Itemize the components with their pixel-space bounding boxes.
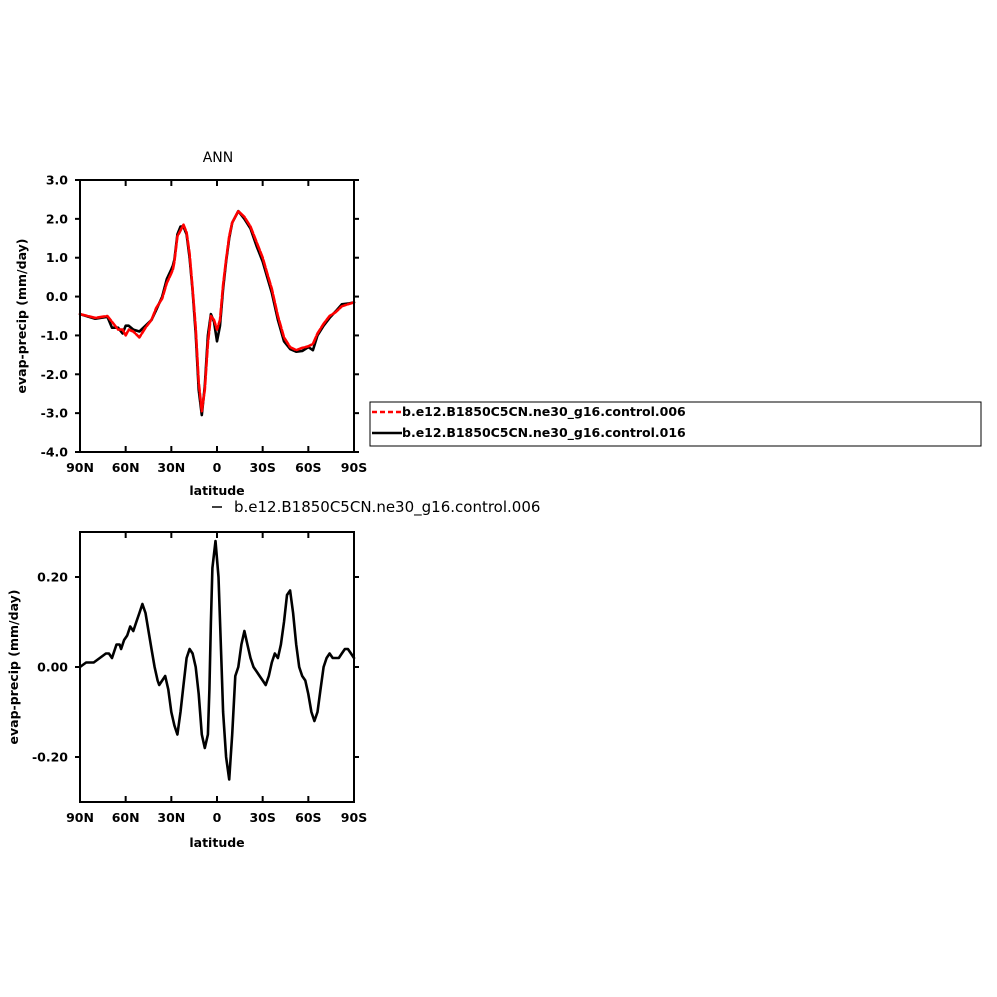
- bottom-xtick-label: 60N: [112, 810, 140, 825]
- top-x-ticks: 90N 60N 30N 0 30S 60S 90S: [66, 180, 367, 475]
- top-xtick-label: 90N: [66, 460, 94, 475]
- top-y-ticks: -4.0 -3.0 -2.0 -1.0 0.0 1.0 2.0 3.0: [41, 173, 359, 460]
- bottom-xtick-label: 0: [213, 810, 222, 825]
- bottom-xtick-label: 90N: [66, 810, 94, 825]
- bottom-ytick-label: -0.20: [32, 750, 68, 765]
- top-ytick-label: -4.0: [41, 445, 69, 460]
- bottom-xtick-label: 90S: [341, 810, 367, 825]
- bottom-x-axis-label: latitude: [189, 835, 244, 850]
- top-ytick-label: -3.0: [41, 406, 69, 421]
- top-ytick-label: 3.0: [46, 173, 68, 188]
- legend-label-series-1: b.e12.B1850C5CN.ne30_g16.control.006: [402, 404, 686, 420]
- legend-label-series-2: b.e12.B1850C5CN.ne30_g16.control.016: [402, 425, 686, 441]
- top-ytick-label: 0.0: [46, 289, 68, 304]
- top-ytick-label: -2.0: [41, 367, 69, 382]
- top-xtick-label: 60S: [295, 460, 321, 475]
- bottom-xtick-label: 30N: [157, 810, 185, 825]
- top-xtick-label: 30N: [157, 460, 185, 475]
- bottom-ytick-label: 0.20: [37, 570, 68, 585]
- bottom-xtick-label: 60S: [295, 810, 321, 825]
- bottom-x-ticks: 90N 60N 30N 0 30S 60S 90S: [66, 532, 367, 825]
- top-plot-frame: [79, 179, 355, 453]
- top-xtick-label: 30S: [249, 460, 275, 475]
- top-ytick-label: 1.0: [46, 250, 68, 265]
- top-xtick-label: 0: [213, 460, 222, 475]
- bottom-y-ticks: -0.20 0.00 0.20: [32, 570, 359, 765]
- bottom-chart-title: b.e12.B1850C5CN.ne30_g16.control.006: [234, 498, 540, 517]
- top-xtick-label: 90S: [341, 460, 367, 475]
- top-ytick-label: 2.0: [46, 211, 68, 226]
- top-x-axis-label: latitude: [189, 483, 244, 498]
- top-chart-marks: [78, 209, 356, 417]
- top-y-axis-label: evap-precip (mm/day): [14, 239, 29, 394]
- bottom-y-axis-label: evap-precip (mm/day): [6, 590, 21, 745]
- top-panel: ANN 90N 60N 30N 0 30S 60S 90S -4.0 -3.0 -2.0 -1.0…: [14, 150, 367, 498]
- legend-box: [369, 401, 982, 447]
- top-xtick-label: 60N: [112, 460, 140, 475]
- top-series-line-1: [78, 209, 356, 413]
- top-chart-title: ANN: [203, 150, 234, 166]
- top-ytick-label: -1.0: [41, 328, 69, 343]
- bottom-series-line-1: [78, 539, 356, 781]
- top-series-line-2: [78, 209, 356, 417]
- bottom-xtick-label: 30S: [249, 810, 275, 825]
- bottom-ytick-label: 0.00: [37, 660, 68, 675]
- bottom-panel: b.e12.B1850C5CN.ne30_g16.control.006 90N…: [6, 498, 540, 850]
- bottom-chart-marks: [78, 539, 356, 781]
- legend: b.e12.B1850C5CN.ne30_g16.control.006 b.e…: [369, 401, 982, 447]
